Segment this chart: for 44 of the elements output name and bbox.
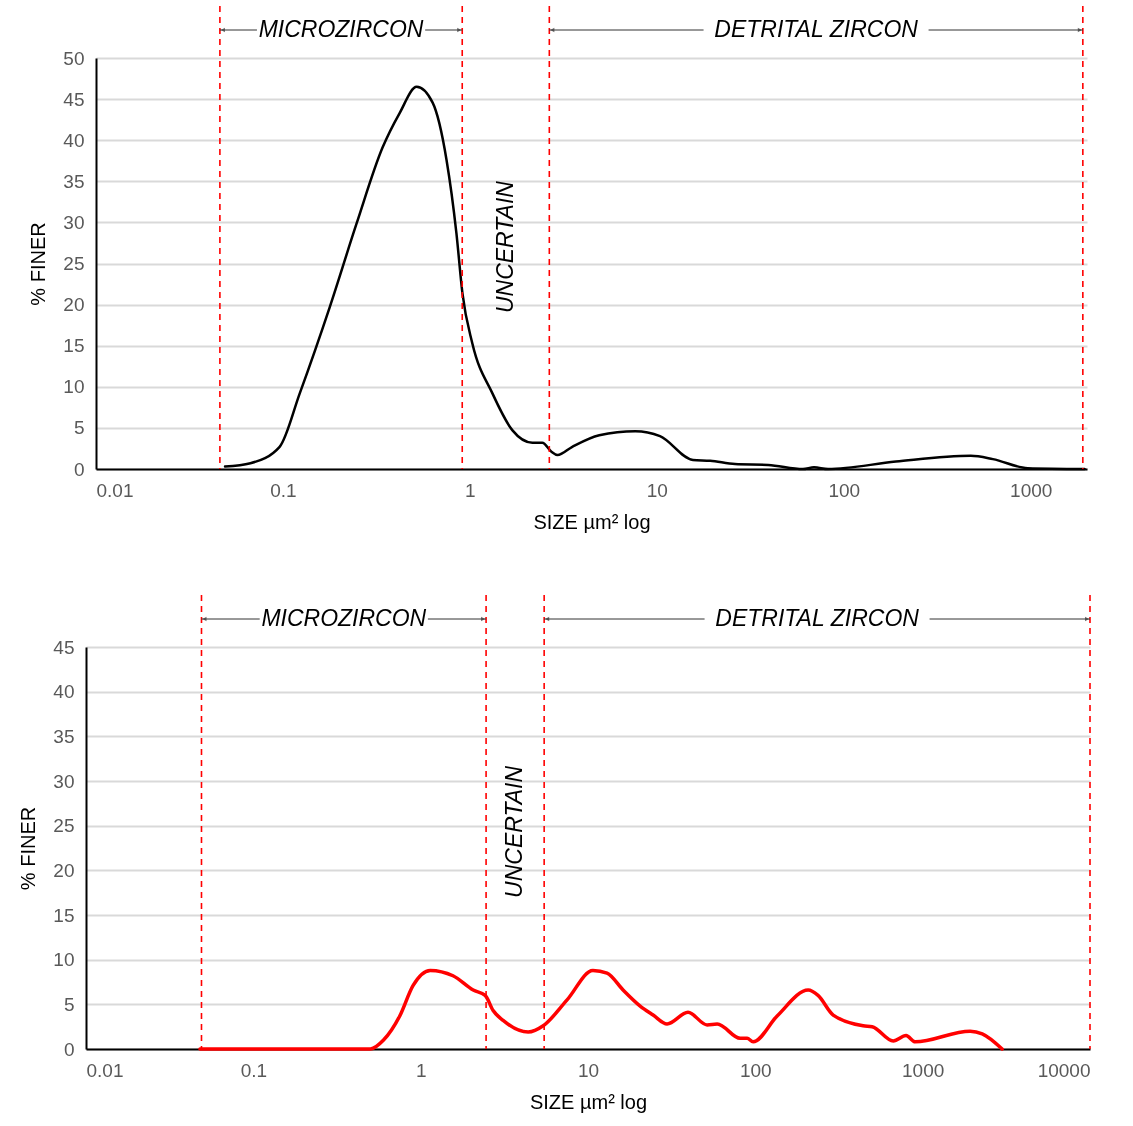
x-tick-label: 1000 xyxy=(1010,479,1053,501)
y-tick-label: 20 xyxy=(53,859,75,881)
y-tick-label: 25 xyxy=(53,815,75,837)
y-tick-label: 35 xyxy=(53,725,75,747)
x-axis-title: SIZE µm² log xyxy=(529,1090,648,1113)
y-tick-label: 5 xyxy=(73,417,85,439)
text: MICROZIRCON xyxy=(261,605,427,631)
x-tick-label: 1 xyxy=(465,479,476,501)
y-axis-title: % FINER xyxy=(17,806,40,891)
y-tick-label: 45 xyxy=(63,88,85,110)
x-tick-label: 1 xyxy=(415,1059,427,1081)
x-tick-label: 0.01 xyxy=(86,1059,124,1081)
text: DETRITAL ZIRCON xyxy=(714,16,919,42)
y-tick-label: 45 xyxy=(53,636,75,658)
x-tick-label: 0.1 xyxy=(270,479,297,501)
y-tick-label: 40 xyxy=(53,681,75,703)
y-axis-title: % FINER xyxy=(27,222,50,306)
y-tick-label: 25 xyxy=(63,253,85,274)
x-axis-title: SIZE µm² log xyxy=(533,510,651,533)
y-tick-label: 40 xyxy=(63,129,85,151)
x-tick-label: 100 xyxy=(739,1059,772,1081)
x-tick-label: 0.01 xyxy=(96,479,134,501)
y-tick-label: 30 xyxy=(63,211,85,233)
text: DETRITAL ZIRCON xyxy=(715,605,920,631)
x-tick-label: 0.1 xyxy=(240,1059,268,1081)
x-tick-label: 10000 xyxy=(1037,1059,1091,1081)
y-tick-label: 20 xyxy=(63,294,85,316)
y-tick-label: 30 xyxy=(53,770,75,792)
x-tick-label: 10 xyxy=(577,1059,600,1081)
y-tick-label: 15 xyxy=(53,904,75,926)
y-tick-label: 5 xyxy=(63,993,75,1015)
y-tick-label: 10 xyxy=(53,949,75,971)
annotation: UNCERTAIN xyxy=(501,765,528,898)
y-tick-label: 0 xyxy=(63,1038,75,1060)
x-tick-label: 1000 xyxy=(902,1059,945,1081)
y-tick-label: 15 xyxy=(63,335,85,357)
y-tick-label: 10 xyxy=(63,376,85,398)
x-tick-label: 100 xyxy=(828,479,861,501)
y-tick-label: 50 xyxy=(63,47,85,69)
y-tick-label: 35 xyxy=(63,170,85,192)
annotation: UNCERTAIN xyxy=(491,180,518,314)
text: MICROZIRCON xyxy=(258,16,424,42)
y-tick-label: 0 xyxy=(73,458,85,480)
x-tick-label: 10 xyxy=(646,479,668,501)
